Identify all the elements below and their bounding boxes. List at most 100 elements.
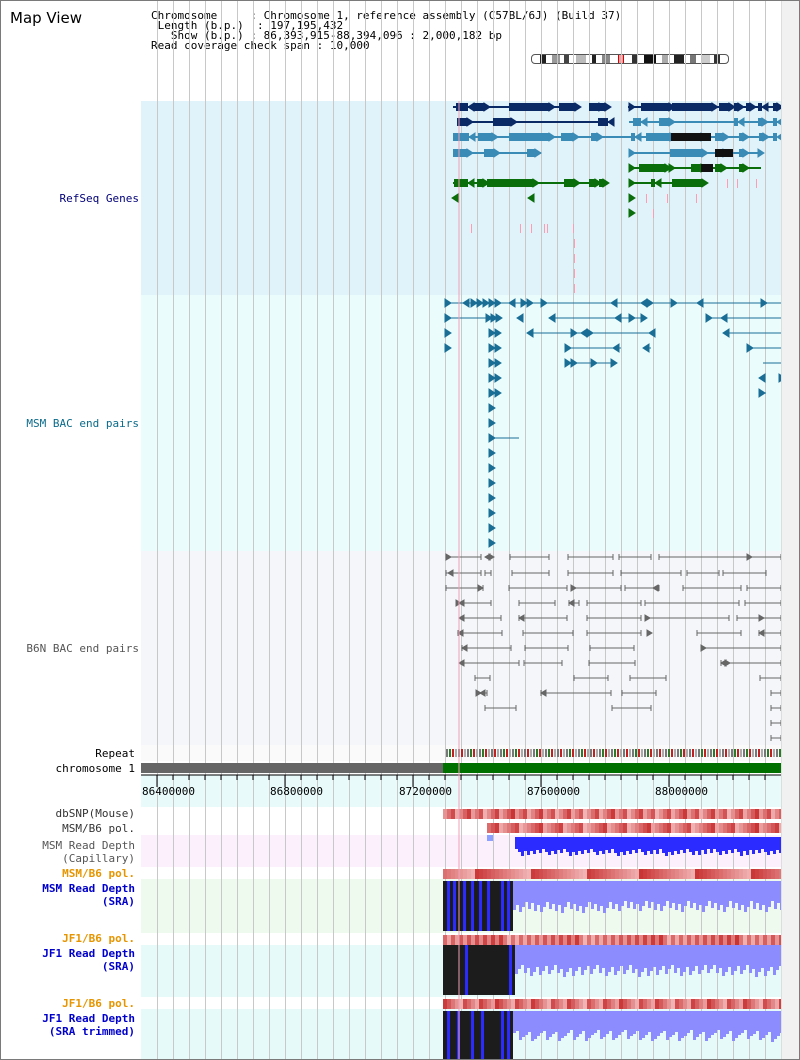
refseq-gene-arrow: [572, 132, 580, 142]
jf1-b6-pol-cell: [595, 935, 599, 945]
b6n-bac-pair-end: [700, 644, 707, 652]
refseq-gene-exon: [758, 118, 762, 126]
repeat-element: [737, 749, 739, 757]
msm-bac-pair-end: [444, 313, 452, 323]
jf1-b6-pol-2-cell: [475, 999, 479, 1009]
msm-bac-pair-end: [476, 298, 484, 308]
jf1-depth-sra-label-1[interactable]: JF1 Read Depth: [42, 947, 135, 960]
repeat-element: [536, 749, 538, 757]
dbsnp-density-cell: [595, 809, 599, 819]
grid-line: [765, 1, 766, 1059]
msm-depth-capillary-bar: [617, 837, 620, 856]
repeat-element: [464, 749, 466, 757]
jf1-depth-sra-bar: [599, 945, 602, 973]
grid-line: [445, 1, 446, 1059]
refseq-gene-exon: [659, 118, 669, 126]
msm-b6-pol-2-cell: [711, 869, 715, 879]
jf1-depth-trim-bar: [513, 1011, 516, 1033]
dbsnp-label[interactable]: dbSNP(Mouse): [55, 807, 135, 820]
repeat-element: [491, 749, 493, 757]
msm-b6-pol-2-cell: [771, 869, 775, 879]
jf1-b6-pol-cell: [735, 935, 739, 945]
repeat-element: [572, 749, 574, 757]
jf1-b6-pol-cell: [531, 935, 535, 945]
msm-b6-pol-2-cell: [579, 869, 583, 879]
chromosome-ideogram[interactable]: [531, 54, 729, 64]
msm-depth-sra-bar: [723, 881, 726, 912]
jf1-depth-trim-bar: [543, 1011, 546, 1031]
msm-depth-sra-label-1[interactable]: MSM Read Depth: [42, 882, 135, 895]
msm-bac-pair-end: [612, 343, 620, 353]
msm-bac-pair-end: [520, 298, 528, 308]
jf1-b6-pol-cell: [747, 935, 751, 945]
grid-line: [733, 1, 734, 1059]
refseq-gene-arrow: [728, 102, 736, 112]
jf1-b6-pol-2-cell: [483, 999, 487, 1009]
b6n-bac-pair-end: [724, 659, 731, 667]
msm-depth-sra-bar: [711, 881, 714, 908]
msm-depth-sra-bar: [603, 881, 606, 913]
jf1-b6-pol-2-cell: [487, 999, 491, 1009]
refseq-pink-marker: [756, 179, 757, 188]
jf1-b6-pol-cell: [547, 935, 551, 945]
jf1-b6-pol-2-cell: [471, 999, 475, 1009]
refseq-gene-arrow: [596, 132, 604, 142]
msm-depth-sra-bar: [696, 881, 699, 910]
msm-b6-pol-2-cell: [547, 869, 551, 879]
msm-b6-pol-2-cell: [599, 869, 603, 879]
jf1-depth-trim-bar: [537, 1011, 540, 1036]
vertical-scrollbar[interactable]: [781, 1, 799, 1059]
msm-b6-pol-cell: [715, 823, 719, 833]
repeat-element: [527, 749, 529, 757]
msm-depth-capillary-bar: [533, 837, 536, 854]
refseq-gene-exon: [453, 133, 469, 141]
dbsnp-density-cell: [471, 809, 475, 819]
msm-depth-capillary-label-1[interactable]: MSM Read Depth: [42, 839, 135, 852]
msm-depth-capillary-bar: [710, 837, 713, 853]
msm-b6-pol-cell: [507, 823, 511, 833]
jf1-depth-trim-bar: [777, 1011, 780, 1036]
refseq-label[interactable]: RefSeq Genes: [59, 192, 139, 205]
msm-depth-capillary-bar: [776, 837, 779, 850]
msm-depth-sra-bar: [708, 881, 711, 901]
msm-b6-pol-cell: [651, 823, 655, 833]
msm-depth-capillary-bar: [527, 837, 530, 855]
jf1-depth-sra-bar: [614, 945, 617, 975]
dbsnp-density-cell: [687, 809, 691, 819]
msm-depth-sra-bar: [642, 881, 645, 906]
b6n-bac-pair-end: [447, 569, 454, 577]
jf1-depth-trim-bar: [765, 1011, 768, 1035]
refseq-gene-arrow: [602, 178, 610, 188]
msm-depth-capillary-bar: [770, 837, 773, 851]
jf1-b6-pol-cell: [755, 935, 759, 945]
b6n-bac-label[interactable]: B6N BAC end pairs: [26, 642, 139, 655]
length-value: 197,195,432: [270, 19, 344, 32]
jf1-b6-pol-label[interactable]: JF1/B6 pol.: [62, 932, 135, 945]
msm-b6-pol-2-label[interactable]: MSM/B6 pol.: [62, 867, 135, 880]
jf1-b6-pol-2-label[interactable]: JF1/B6 pol.: [62, 997, 135, 1010]
msm-b6-pol-label[interactable]: MSM/B6 pol.: [62, 822, 135, 835]
refseq-gene-arrow: [757, 148, 765, 158]
jf1-b6-pol-2-cell: [467, 999, 471, 1009]
jf1-b6-pol-2-cell: [615, 999, 619, 1009]
repeat-element: [590, 749, 592, 757]
jf1-b6-pol-cell: [771, 935, 775, 945]
jf1-depth-trim-label-1[interactable]: JF1 Read Depth: [42, 1012, 135, 1025]
jf1-depth-trim-bar: [720, 1011, 723, 1039]
repeat-element: [773, 749, 775, 757]
msm-bac-label[interactable]: MSM BAC end pairs: [26, 417, 139, 430]
msm-depth-sra-bar: [621, 881, 624, 906]
msm-depth-sra-bar: [513, 881, 516, 910]
repeat-label[interactable]: Repeat: [95, 747, 135, 760]
jf1-depth-trim-bar: [696, 1011, 699, 1037]
jf1-depth-trim-bar: [564, 1011, 567, 1036]
repeat-element: [554, 749, 556, 757]
msm-depth-capillary-bar: [650, 837, 653, 854]
dbsnp-density-cell: [643, 809, 647, 819]
b6n-bac-pair-end: [457, 629, 464, 637]
jf1-depth-sra-bar: [704, 945, 707, 965]
msm-b6-pol-2-cell: [643, 869, 647, 879]
msm-depth-capillary-bar: [752, 837, 755, 854]
jf1-b6-pol-2-cell: [767, 999, 771, 1009]
